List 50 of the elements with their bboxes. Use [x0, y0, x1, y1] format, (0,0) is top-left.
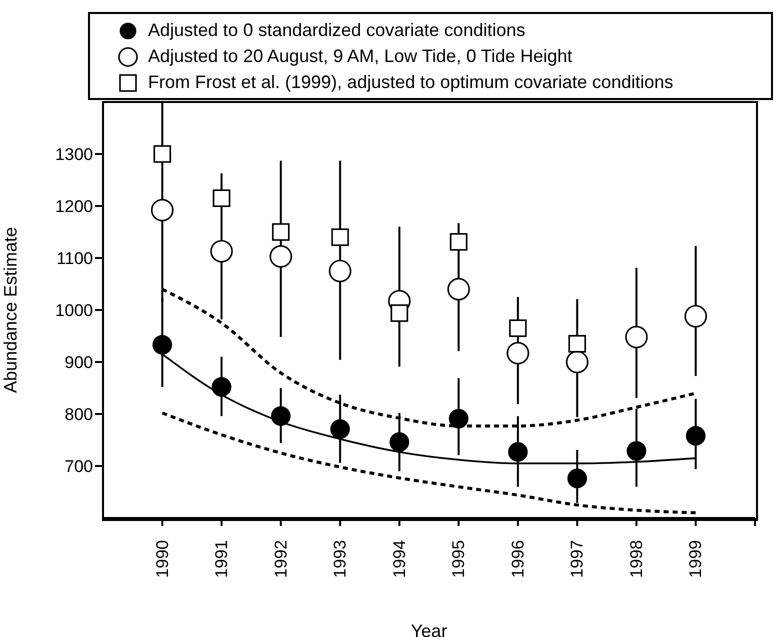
point [450, 233, 468, 251]
point [509, 319, 527, 337]
x-tick-label: 1996 [508, 540, 528, 578]
point [212, 189, 230, 207]
x-tick-label: 1995 [449, 540, 468, 578]
y-axis-title: Abundance Estimate [0, 226, 20, 394]
x-tick-label: 1997 [568, 540, 587, 578]
point [506, 342, 530, 364]
point [686, 426, 706, 446]
y-tick-label: 900 [64, 353, 93, 372]
x-tick-label: 1991 [212, 540, 232, 578]
point [270, 245, 292, 268]
line-series [160, 411, 698, 514]
x-axis-title: Year [410, 621, 448, 637]
x-tick-label: 1999 [686, 540, 706, 578]
x-tick-label: 1998 [626, 540, 646, 578]
point [626, 441, 646, 461]
x-tick-label: 1990 [152, 540, 172, 578]
point [271, 406, 291, 426]
point [447, 278, 470, 300]
point [625, 326, 648, 348]
point [568, 335, 586, 353]
point [150, 198, 174, 222]
point [152, 335, 172, 355]
point [272, 223, 290, 241]
x-tick-label: 1992 [271, 540, 290, 578]
point [330, 419, 350, 439]
y-tick-label: 800 [64, 405, 93, 424]
point [212, 377, 232, 397]
point [390, 432, 410, 452]
point [153, 145, 172, 163]
point [328, 260, 352, 282]
point [566, 350, 588, 374]
point [508, 442, 528, 462]
y-tick-label: 1100 [56, 249, 93, 268]
point [684, 304, 708, 328]
x-tick-label: 1994 [390, 540, 409, 578]
point [210, 240, 233, 263]
y-tick-label: 700 [64, 457, 93, 476]
point [448, 408, 468, 428]
point [390, 304, 408, 322]
y-tick-label: 1300 [55, 145, 93, 164]
y-tick-label: 1200 [55, 197, 93, 216]
y-tick-label: 1000 [55, 301, 93, 320]
point [331, 228, 349, 246]
x-tick-label: 1993 [330, 540, 350, 578]
point [567, 468, 587, 488]
legend-label: Adjusted to 0 standardized covariate conditions [148, 20, 526, 40]
legend-label: From Frost et al. (1999), adjusted to optimum covariate conditions [148, 72, 674, 92]
legend-label: Adjusted to 20 August, 9 AM, Low Tide, 0 Tide Height [148, 46, 572, 66]
